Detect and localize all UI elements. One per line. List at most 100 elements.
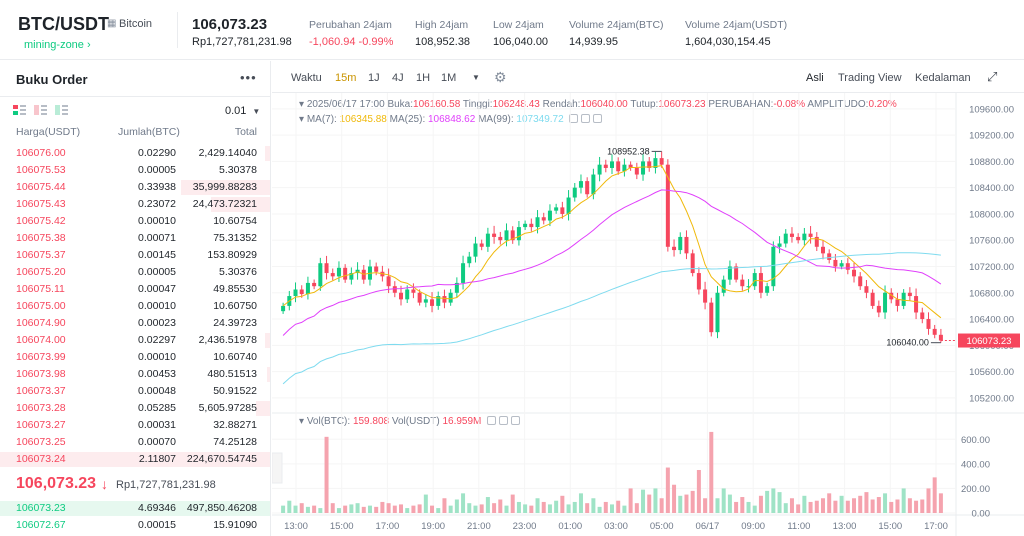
ask-row[interactable]: 106073.99 0.00010 10.60740 bbox=[0, 349, 270, 366]
volume-bar bbox=[485, 497, 490, 513]
collapse-icon[interactable]: ▾ bbox=[299, 114, 305, 125]
ask-row[interactable]: 106073.27 0.00031 32.88271 bbox=[0, 417, 270, 434]
candle-body bbox=[721, 279, 726, 293]
gear-icon[interactable]: ⚙ bbox=[494, 69, 507, 85]
volume-bar bbox=[889, 501, 894, 513]
ask-price: 106073.25 bbox=[16, 436, 66, 448]
settings-icon[interactable] bbox=[499, 416, 509, 425]
close-icon[interactable] bbox=[593, 114, 603, 123]
ask-row[interactable]: 106073.28 0.05285 5,605.97285 bbox=[0, 400, 270, 417]
candle-body bbox=[293, 289, 298, 297]
bid-amount: 4.69346 bbox=[138, 502, 176, 514]
ask-row[interactable]: 106073.98 0.00453 480.51513 bbox=[0, 366, 270, 383]
ask-amount: 0.33938 bbox=[138, 181, 176, 193]
book-view-both-icon[interactable] bbox=[13, 105, 26, 115]
coin-info-icon: ▦ bbox=[107, 18, 117, 29]
low-annotation: 106040.00 bbox=[886, 338, 929, 348]
more-intervals-icon[interactable]: ▼ bbox=[472, 73, 480, 82]
stat-change: Perubahan 24jam -1,060.94 -0.99% bbox=[309, 19, 393, 48]
book-view-bids-icon[interactable] bbox=[55, 105, 68, 115]
ask-row[interactable]: 106073.24 2.11807 224,670.54745 bbox=[0, 451, 270, 468]
ask-total: 224,670.54745 bbox=[186, 453, 257, 465]
ma7-line bbox=[282, 165, 942, 319]
candle-body bbox=[926, 319, 931, 329]
stat-value: 1,604,030,154.45 bbox=[685, 36, 771, 48]
view-depth[interactable]: Kedalaman bbox=[915, 72, 971, 84]
fullscreen-icon[interactable]: ⤢ bbox=[987, 69, 998, 84]
volume-tick-label: 400.00 bbox=[961, 459, 990, 470]
vol-btc-value: 159.808 bbox=[352, 416, 390, 427]
volume-bar bbox=[665, 467, 670, 513]
ask-total: 32.88271 bbox=[213, 419, 257, 431]
ask-row[interactable]: 106075.00 0.00010 10.60750 bbox=[0, 298, 270, 315]
volume-bar bbox=[703, 498, 708, 513]
ask-row[interactable]: 106075.43 0.23072 24,473.72321 bbox=[0, 196, 270, 213]
candle-body bbox=[572, 187, 577, 198]
view-original[interactable]: Asli bbox=[806, 72, 824, 84]
collapse-icon[interactable]: ▾ bbox=[299, 99, 305, 110]
ask-row[interactable]: 106076.00 0.02290 2,429.14040 bbox=[0, 145, 270, 162]
bid-price: 106073.23 bbox=[16, 502, 66, 514]
close-icon[interactable] bbox=[511, 416, 521, 425]
legend-high: 106248.43 bbox=[492, 99, 540, 110]
bid-row[interactable]: 106073.23 4.69346 497,850.46208 bbox=[0, 500, 270, 517]
depth-bar bbox=[265, 146, 270, 161]
interval-15m[interactable]: 15m bbox=[335, 72, 357, 84]
scroll-handle bbox=[272, 452, 283, 484]
candlestick-chart[interactable]: 109600.00 109200.00 108800.00 108400.00 1080… bbox=[272, 93, 1024, 536]
ask-row[interactable]: 106075.53 0.00005 5.30378 bbox=[0, 162, 270, 179]
interval-1j[interactable]: 1J bbox=[368, 72, 380, 84]
candle-body bbox=[510, 230, 515, 241]
candle-body bbox=[423, 299, 428, 303]
coin-name-link[interactable]: Bitcoin bbox=[119, 18, 153, 30]
volume-bar bbox=[758, 495, 763, 513]
legend-open: 106160.58 bbox=[413, 99, 461, 110]
tick-size-select[interactable]: 0.01 ▼ bbox=[225, 105, 260, 117]
more-options-icon[interactable]: ••• bbox=[240, 70, 257, 85]
symbol-title[interactable]: BTC/USDT bbox=[18, 14, 109, 34]
vol-btc-label: Vol(BTC): bbox=[306, 416, 351, 427]
collapse-icon[interactable]: ▾ bbox=[299, 416, 305, 427]
order-book-title: Buku Order bbox=[16, 72, 88, 87]
ask-row[interactable]: 106073.37 0.00048 50.91522 bbox=[0, 383, 270, 400]
mining-zone-tag[interactable]: mining-zone › bbox=[24, 39, 91, 51]
last-price-row[interactable]: 106,073.23 ↓ Rp1,727,781,231.98 bbox=[0, 470, 270, 498]
volume-bar bbox=[827, 493, 832, 513]
ask-row[interactable]: 106075.38 0.00071 75.31352 bbox=[0, 230, 270, 247]
volume-bar bbox=[876, 497, 881, 513]
volume-bar bbox=[529, 505, 534, 513]
volume-bar bbox=[647, 494, 652, 513]
ask-row[interactable]: 106075.37 0.00145 153.80929 bbox=[0, 247, 270, 264]
price-tick-label: 109200.00 bbox=[969, 131, 1014, 142]
ask-row[interactable]: 106074.00 0.02297 2,436.51978 bbox=[0, 332, 270, 349]
bid-row[interactable]: 106072.67 0.00015 15.91090 bbox=[0, 517, 270, 534]
ask-price: 106075.11 bbox=[16, 283, 65, 295]
ask-row[interactable]: 106075.20 0.00005 5.30376 bbox=[0, 264, 270, 281]
eye-icon[interactable] bbox=[487, 416, 497, 425]
candle-body bbox=[411, 289, 416, 293]
volume-bar bbox=[870, 499, 875, 513]
book-view-asks-icon[interactable] bbox=[34, 105, 47, 115]
candle-body bbox=[417, 292, 422, 303]
ask-row[interactable]: 106075.44 0.33938 35,999.88283 bbox=[0, 179, 270, 196]
candle-body bbox=[628, 164, 633, 168]
interval-4j[interactable]: 4J bbox=[392, 72, 404, 84]
volume-tick-label: 600.00 bbox=[961, 435, 990, 446]
candle-body bbox=[386, 276, 391, 287]
ask-row[interactable]: 106074.90 0.00023 24.39723 bbox=[0, 315, 270, 332]
ask-price: 106074.90 bbox=[16, 317, 66, 329]
volume-bar bbox=[839, 495, 844, 513]
candle-body bbox=[634, 167, 639, 175]
interval-1m[interactable]: 1M bbox=[441, 72, 457, 84]
settings-icon[interactable] bbox=[581, 114, 591, 123]
candle-body bbox=[473, 243, 478, 257]
interval-1h[interactable]: 1H bbox=[416, 72, 431, 84]
ask-row[interactable]: 106073.25 0.00070 74.25128 bbox=[0, 434, 270, 451]
candle-body bbox=[938, 334, 943, 341]
view-tradingview[interactable]: Trading View bbox=[838, 72, 902, 84]
candle-body bbox=[318, 263, 323, 287]
ask-row[interactable]: 106075.11 0.00047 49.85530 bbox=[0, 281, 270, 298]
candle-body bbox=[374, 266, 379, 272]
candle-body bbox=[312, 282, 317, 287]
ask-row[interactable]: 106075.42 0.00010 10.60754 bbox=[0, 213, 270, 230]
